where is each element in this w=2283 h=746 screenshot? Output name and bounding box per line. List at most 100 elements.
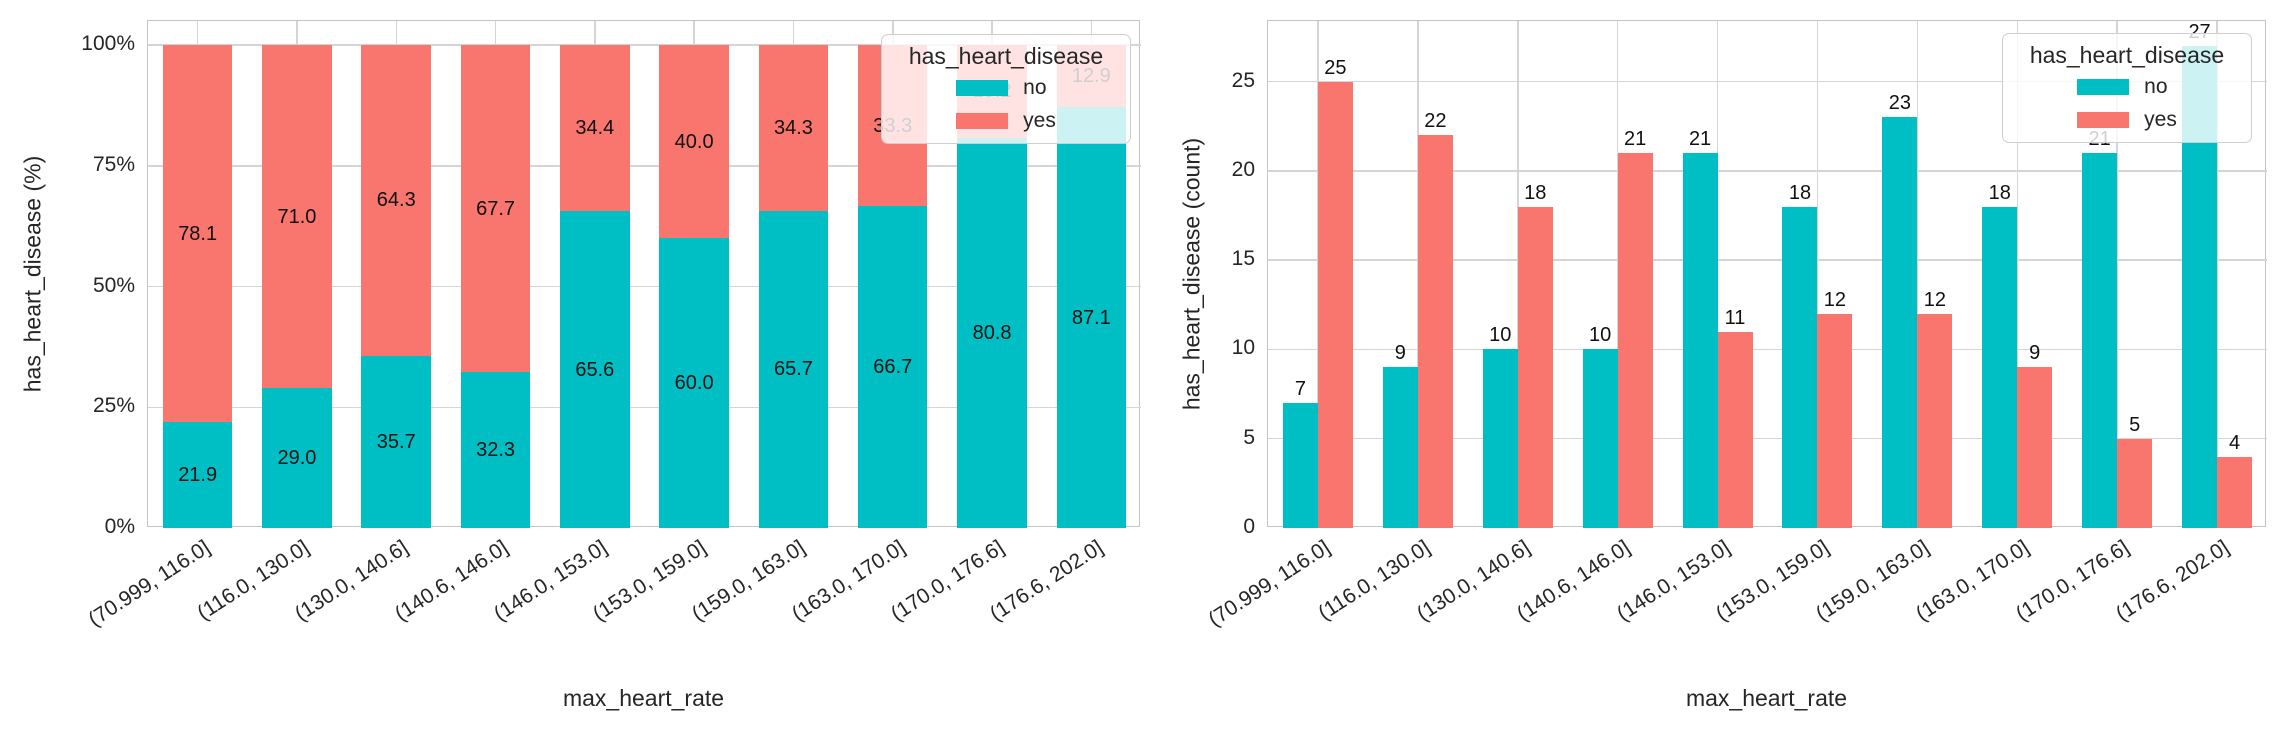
bar-yes — [1817, 313, 1853, 528]
gridline-x-4 — [1716, 21, 1719, 528]
bar-segment-no — [262, 387, 332, 528]
bar-value-label-no: 35.7 — [376, 430, 416, 453]
gridline-y-2 — [148, 285, 1141, 288]
gridline-y-1 — [148, 406, 1141, 409]
bar-segment-no — [758, 210, 829, 528]
bar-yes — [1917, 313, 1953, 528]
gridline-x-5 — [1816, 21, 1819, 528]
bar-no — [1382, 367, 1418, 528]
x-axis-label: max_heart_rate — [1685, 685, 1848, 711]
bar-value-label-no: 32.3 — [476, 439, 516, 462]
y-tick-label: 10 — [1231, 336, 1255, 360]
bar-segment-no — [659, 238, 729, 528]
y-axis-label: has_heart_disease (%) — [19, 155, 46, 392]
bar-no — [1482, 349, 1518, 528]
gridline-y-4 — [148, 44, 1141, 46]
gridline-x-8 — [2116, 21, 2118, 528]
bar-value-label-no: 18 — [1988, 181, 2011, 204]
bar-value-label-yes: 67.7 — [476, 197, 516, 220]
bar-segment-no — [957, 137, 1027, 528]
bar-value-label-no: 18 — [1788, 181, 1812, 204]
legend-rows: no yes — [956, 76, 1056, 133]
bar-no — [1782, 206, 1818, 528]
plot-area-count: 72592210181021211118122312189215274has_h… — [1267, 20, 2267, 528]
y-tick-label: 100% — [81, 32, 135, 56]
bar-segment-no — [560, 211, 630, 528]
legend-swatch-yes-icon — [2077, 112, 2130, 128]
bar-no — [1682, 153, 1718, 528]
bar-value-label-no: 80.8 — [972, 321, 1012, 344]
bar-value-label-no: 9 — [1394, 342, 1406, 365]
bar-segment-no — [361, 355, 431, 528]
bar-value-label-no: 10 — [1589, 324, 1612, 347]
bar-value-label-yes: 34.4 — [575, 117, 615, 140]
bar-yes — [2017, 367, 2053, 528]
legend-title: has_heart_disease — [2029, 42, 2225, 68]
bar-value-label-no: 87.1 — [1071, 306, 1111, 329]
legend-swatch-no-icon — [2077, 79, 2130, 95]
legend-item-no: no — [956, 76, 1056, 100]
bar-value-label-yes: 11 — [1724, 306, 1746, 329]
bar-value-label-yes: 34.3 — [773, 116, 813, 139]
gridline-y-3 — [1268, 259, 2267, 261]
gridline-x-6 — [1916, 21, 1919, 528]
legend-swatch-yes-icon — [956, 113, 1009, 129]
gridline-y-3 — [148, 165, 1141, 167]
bar-value-label-yes: 5 — [2129, 413, 2141, 436]
bar-value-label-yes: 71.0 — [277, 205, 317, 228]
bar-segment-yes — [162, 45, 233, 423]
bar-value-label-no: 66.7 — [873, 355, 913, 378]
legend-item-no: no — [2077, 75, 2177, 99]
legend-item-label: yes — [2144, 108, 2177, 131]
y-tick-label: 15 — [1231, 247, 1255, 271]
bar-value-label-no: 7 — [1294, 378, 1307, 401]
gridline-y-2 — [1268, 348, 2267, 351]
y-tick-label: 50% — [92, 273, 135, 297]
bar-yes — [2217, 456, 2252, 528]
y-axis-label: has_heart_disease (count) — [1178, 137, 1205, 410]
bar-value-label-yes: 40.0 — [674, 130, 714, 153]
bar-segment-no — [857, 205, 928, 528]
gridline-y-1 — [1268, 437, 2267, 440]
y-tick-label: 25 — [1231, 68, 1255, 92]
bar-yes — [1617, 153, 1653, 528]
legend-item-label: no — [2144, 75, 2168, 98]
bar-value-label-yes: 64.3 — [376, 189, 416, 212]
x-tick-label: (70.999, 116.0] — [1204, 535, 1335, 632]
bar-yes — [1417, 135, 1453, 528]
legend-item-yes: yes — [2077, 108, 2177, 132]
plot-area-percent: 21.9 78.1 29.0 71.0 35.7 64.3 32.3 67.7 65.6 34.4… — [147, 20, 1141, 528]
y-tick-label: 75% — [92, 152, 135, 176]
gridline-y-4 — [1268, 170, 2267, 172]
bar-no — [1582, 349, 1618, 528]
bar-value-label-yes: 78.1 — [178, 222, 218, 245]
bar-segment-yes — [361, 45, 431, 356]
legend-item-yes: yes — [956, 109, 1056, 133]
bar-yes — [1317, 81, 1353, 528]
y-tick-label: 25% — [92, 394, 135, 418]
bar-value-label-no: 10 — [1489, 324, 1512, 347]
legend-item-label: yes — [1023, 109, 1056, 132]
bar-value-label-yes: 21 — [1624, 128, 1647, 151]
bar-value-label-yes: 18 — [1524, 181, 1547, 204]
bar-no — [2082, 153, 2118, 528]
legend-item-label: no — [1023, 76, 1047, 99]
legend-title: has_heart_disease — [908, 43, 1104, 69]
legend-rows: no yes — [2077, 75, 2177, 132]
bar-yes — [2117, 438, 2153, 528]
bar-value-label-no: 65.7 — [773, 358, 813, 381]
bar-yes — [1717, 331, 1753, 528]
bar-value-label-yes: 4 — [2228, 431, 2241, 454]
y-tick-label: 5 — [1243, 425, 1255, 449]
bar-value-label-no: 65.6 — [575, 358, 615, 381]
bar-segment-no — [162, 422, 233, 528]
gridline-x-9 — [2216, 21, 2218, 528]
bar-segment-no — [1056, 107, 1127, 528]
x-axis-label: max_heart_rate — [562, 685, 725, 711]
bar-yes — [1517, 206, 1553, 528]
bar-value-label-yes: 12 — [1923, 288, 1946, 311]
bar-value-label-no: 60.0 — [674, 372, 714, 395]
